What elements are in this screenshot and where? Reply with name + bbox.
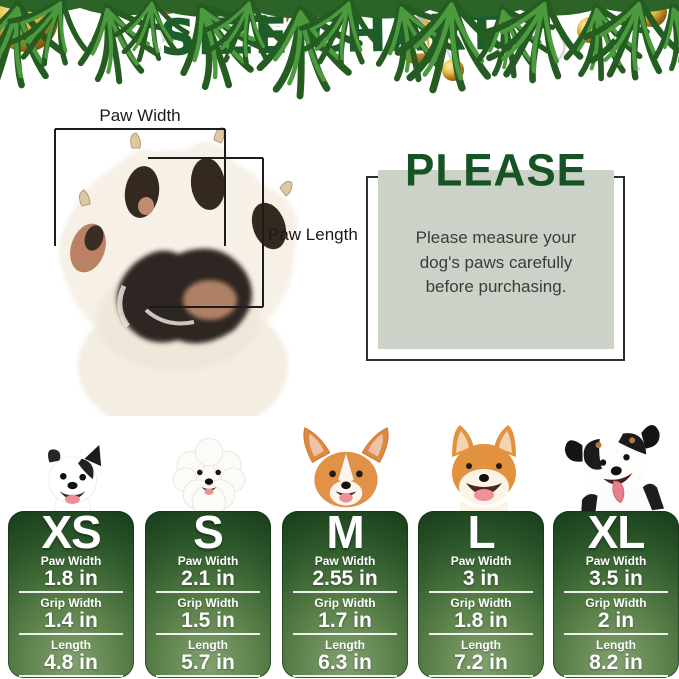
paw-width-label: Paw Width [99, 106, 180, 125]
size-letter: XS [41, 506, 101, 558]
spec-label: Grip Width [40, 596, 102, 610]
spec-value: 2.55 in [293, 568, 397, 593]
notice-body: Please measure your dog's paws carefully… [415, 228, 577, 297]
spec-label: Paw Width [450, 554, 512, 568]
paw-length-bracket [148, 157, 264, 308]
notice-heading: PLEASE [404, 145, 588, 196]
spec-value: 1.5 in [156, 610, 260, 635]
size-letter: XL [587, 506, 646, 558]
dog-photo-boston-terrier [47, 444, 102, 515]
paw-width-bracket [54, 128, 226, 246]
size-column-xl: XL Paw Width 3.5 in Grip Width 2 in Leng… [553, 506, 679, 678]
spec-label: Grip Width [585, 596, 647, 610]
size-column-s: S Paw Width 2.1 in Grip Width 1.5 in Len… [145, 506, 271, 678]
spec-label: Length [51, 638, 91, 652]
spec-label: Grip Width [314, 596, 376, 610]
notice-panel: PLEASE Please measure your dog's paws ca… [360, 145, 632, 365]
spec-value: 8.2 in [564, 652, 668, 677]
size-letter: L [467, 506, 495, 558]
dog-photo-corgi [303, 427, 389, 516]
spec-label: Length [461, 638, 501, 652]
spec-value: 2 in [564, 610, 668, 635]
size-letter: S [193, 506, 224, 558]
dog-photo-border-collie [564, 424, 664, 516]
spec-value: 1.8 in [19, 568, 123, 593]
dog-photo-bichon-frise [172, 438, 246, 516]
pine-garland-icon [0, 0, 679, 105]
spec-value: 3 in [429, 568, 533, 593]
size-column-xs: XS Paw Width 1.8 in Grip Width 1.4 in Le… [8, 506, 134, 678]
size-column-m: M Paw Width 2.55 in Grip Width 1.7 in Le… [282, 506, 408, 678]
spec-label: Length [188, 638, 228, 652]
notice-background [378, 170, 614, 349]
spec-value: 3.5 in [564, 568, 668, 593]
spec-label: Grip Width [450, 596, 512, 610]
spec-value: 4.8 in [19, 652, 123, 677]
paw-length-label: Paw Length [268, 225, 358, 244]
spec-label: Paw Width [40, 554, 102, 568]
paw-measurement-diagram: Paw Width Paw Length [54, 106, 358, 416]
spec-label: Paw Width [314, 554, 376, 568]
spec-label: Paw Width [177, 554, 239, 568]
spec-value: 1.4 in [19, 610, 123, 635]
spec-value: 7.2 in [429, 652, 533, 677]
dog-photo-shiba-inu [452, 425, 516, 515]
spec-value: 6.3 in [293, 652, 397, 677]
spec-value: 5.7 in [156, 652, 260, 677]
spec-label: Paw Width [585, 554, 647, 568]
spec-label: Length [325, 638, 365, 652]
spec-label: Length [596, 638, 636, 652]
size-letter: M [326, 506, 364, 558]
spec-value: 1.7 in [293, 610, 397, 635]
size-column-l: L Paw Width 3 in Grip Width 1.8 in Lengt… [418, 506, 544, 678]
spec-value: 1.8 in [429, 610, 533, 635]
paw-photo [59, 127, 299, 416]
spec-label: Grip Width [177, 596, 239, 610]
spec-value: 2.1 in [156, 568, 260, 593]
